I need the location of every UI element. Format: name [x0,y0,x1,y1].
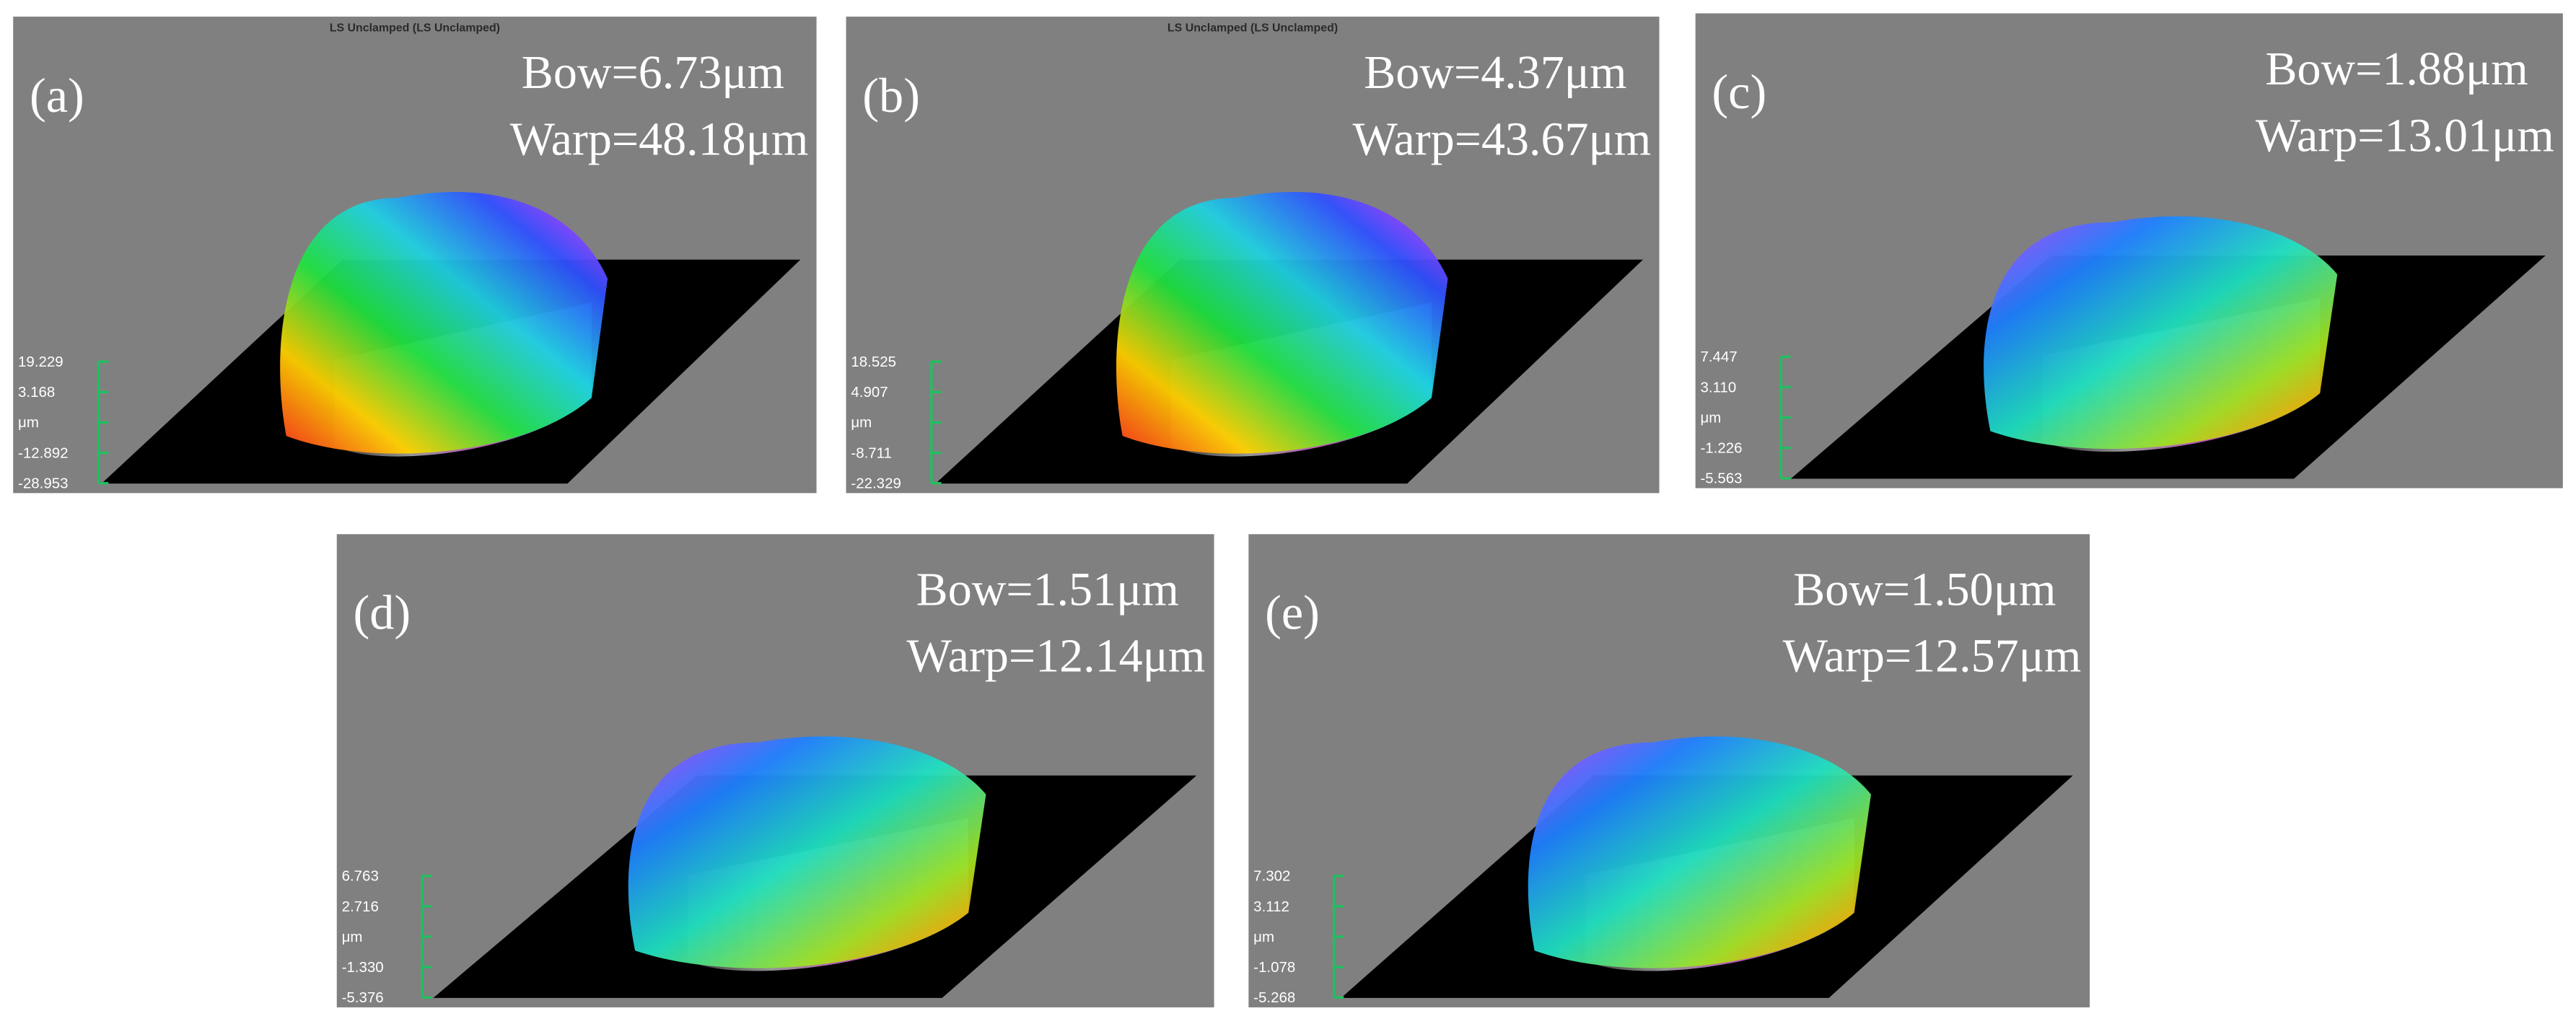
scale-label: 4.907 [851,384,888,401]
scale-label: -5.376 [342,989,384,1006]
bow: Bow=6.73μm [522,46,784,99]
scale-label: μm [18,414,39,431]
panel-label: (b) [862,68,920,123]
header: LS Unclamped (LS Unclamped) [330,22,500,35]
scale-label: -22.329 [851,475,901,491]
surface [628,736,986,968]
warp: Warp=13.01μm [2256,109,2554,162]
panel-label: (a) [30,68,84,123]
scale-label: 2.716 [342,898,379,915]
scale-label: 7.302 [1253,868,1290,885]
bow: Bow=1.51μm [916,564,1179,616]
panel: (a) Bow=6.73μm Warp=48.18μm LS Unclamped (L… [13,17,817,494]
scale-label: -5.268 [1253,989,1295,1006]
panel: (c) Bow=1.88μm Warp=13.01μm 7.447 3.110 μm -1.… [1695,13,2563,489]
scale-label: -28.953 [18,475,68,491]
scale-label: 6.763 [342,868,379,885]
warp: Warp=12.57μm [1783,629,2082,682]
scale-label: -12.892 [18,445,68,461]
panel-label: (e) [1265,585,1320,639]
surface [1528,736,1871,968]
surface [1116,191,1448,454]
bow: Bow=1.88μm [2265,43,2528,95]
scale-label: -1.078 [1253,959,1295,976]
panel: (b) Bow=4.37μm Warp=43.67μm LS Unclamped (L… [846,17,1660,494]
scale-label: -5.563 [1700,471,1742,487]
warp: Warp=48.18μm [510,113,809,166]
scale-label: -1.330 [342,959,384,976]
bow: Bow=1.50μm [1793,564,2056,616]
scale-label: μm [342,929,363,945]
warp: Warp=43.67μm [1352,113,1651,166]
scale-label: μm [1253,929,1274,945]
scale-label: 3.112 [1253,898,1289,915]
panel: (d) Bow=1.51μm Warp=12.14μm 6.763 2.716 μm -1.… [336,534,1214,1007]
scale-label: -1.226 [1700,440,1742,457]
panel: (e) Bow=1.50μm Warp=12.57μm 7.302 3.112 μm -1.… [1248,534,2090,1007]
scale-label: -8.711 [851,445,892,461]
scale-label: μm [1700,409,1721,426]
panel-label: (d) [354,585,411,639]
scale-label: 18.525 [851,354,896,370]
scale-label: 19.229 [18,354,63,370]
warp: Warp=12.14μm [907,629,1206,682]
surface [1984,216,2338,449]
scale-label: 3.110 [1700,379,1736,395]
scale-label: 7.447 [1700,349,1737,365]
header: LS Unclamped (LS Unclamped) [1167,22,1338,35]
bow: Bow=4.37μm [1364,46,1626,99]
scale-label: μm [851,414,872,431]
surface [280,191,608,454]
panel-label: (c) [1712,64,1766,119]
scale-label: 3.168 [18,384,55,401]
